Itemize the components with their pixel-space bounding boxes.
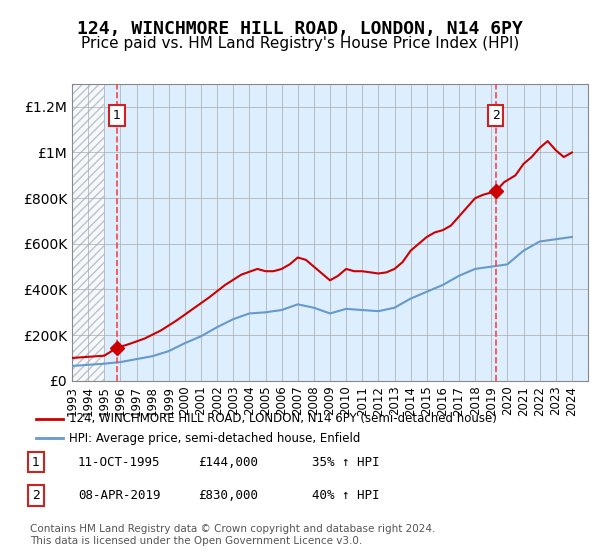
Text: 11-OCT-1995: 11-OCT-1995 xyxy=(78,455,161,469)
Text: Contains HM Land Registry data © Crown copyright and database right 2024.
This d: Contains HM Land Registry data © Crown c… xyxy=(30,524,436,546)
Text: £830,000: £830,000 xyxy=(198,489,258,502)
Text: 1: 1 xyxy=(32,455,40,469)
Text: 35% ↑ HPI: 35% ↑ HPI xyxy=(312,455,380,469)
Text: 124, WINCHMORE HILL ROAD, LONDON, N14 6PY: 124, WINCHMORE HILL ROAD, LONDON, N14 6P… xyxy=(77,20,523,38)
Text: 2: 2 xyxy=(491,109,500,122)
Text: 1: 1 xyxy=(113,109,121,122)
Text: £144,000: £144,000 xyxy=(198,455,258,469)
Text: 08-APR-2019: 08-APR-2019 xyxy=(78,489,161,502)
Text: HPI: Average price, semi-detached house, Enfield: HPI: Average price, semi-detached house,… xyxy=(68,432,360,445)
Text: 2: 2 xyxy=(32,489,40,502)
Text: 40% ↑ HPI: 40% ↑ HPI xyxy=(312,489,380,502)
Text: Price paid vs. HM Land Registry's House Price Index (HPI): Price paid vs. HM Land Registry's House … xyxy=(81,36,519,52)
Text: 124, WINCHMORE HILL ROAD, LONDON, N14 6PY (semi-detached house): 124, WINCHMORE HILL ROAD, LONDON, N14 6P… xyxy=(68,412,497,425)
Bar xyxy=(72,84,104,381)
